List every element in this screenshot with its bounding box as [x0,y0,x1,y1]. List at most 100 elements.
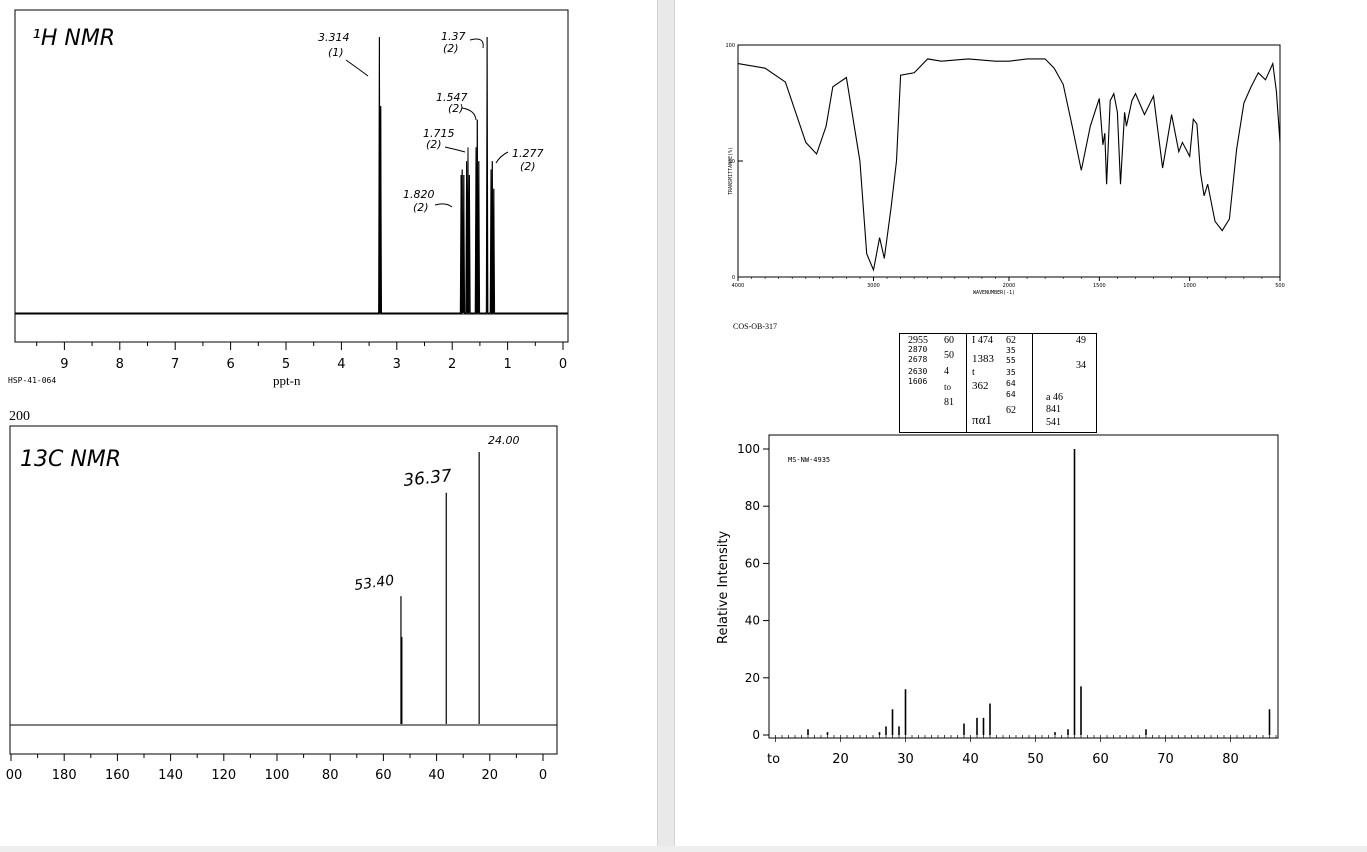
hnmr-trace [15,36,568,314]
ms-x-tick-label: 20 [832,752,849,767]
hnmr-annotations: 3.314 (1) 1.37 (2) 1.547 (2) 1.715 (2) 1… [318,30,544,214]
hnmr-xlabel: ppt-n [273,373,301,388]
ms-table-cell: 1383 [972,353,994,365]
ir-x-tick-label: 1000 [1183,283,1196,289]
hnmr-tick-label: 0 [559,357,567,372]
ms-x-tick-label: 70 [1157,752,1174,767]
ir-x-tick-label: 1500 [1093,283,1106,289]
ms-table-cell: πα1 [972,412,992,427]
hnmr-tick-label: 9 [60,357,68,372]
ms-table-cell: 34 [1076,360,1086,371]
ms-table-cell: 2955 [908,335,928,346]
hnmr-annot-shift: 1.820 [403,188,435,201]
ir-y-tick-label: 0 [732,275,735,281]
ms-y-tick-label: 0 [752,728,760,742]
cnmr-frame [9,425,558,755]
cnmr-tick-label: 0 [539,768,547,783]
hnmr-annot-arrow [444,146,466,153]
mass-spectrum: 100 80 60 40 20 0 to 20 30 40 50 60 70 80 MS-NW-4935… [716,434,1279,767]
hnmr-title: ¹H NMR [32,26,115,51]
ms-x-ticks: to 20 30 40 50 60 70 80 [767,735,1277,767]
ms-ylabel-text: Relative Intensity [716,531,731,644]
cnmr-tick-label: 80 [322,768,339,783]
hnmr-annot-arrow [495,151,509,164]
ms-table-cell: to [944,382,952,392]
cnmr-x-ticks: 00 180 160 140 120 100 80 60 40 20 0 [6,753,557,783]
ms-y-tick-label: 80 [745,499,760,513]
ir-x-tick-label: 3000 [867,283,880,289]
hnmr-annot-shift: 1.277 [512,147,544,160]
ir-x-tick-label: 500 [1275,283,1285,289]
hnmr-annot-mult: (2) [448,102,464,115]
ms-x-tick-label: to [767,752,780,767]
ms-table-cell: 35 [1006,346,1016,355]
ir-frame [737,44,1281,278]
hnmr-tick-label: 3 [393,357,401,372]
hnmr-annot-shift: 1.37 [441,30,466,43]
ir-ylabel: TRANSMITTANCE(%) [728,147,734,195]
cnmr-tick-label: 140 [158,768,183,783]
cnmr-peak-label: 53.40 [353,573,395,594]
ms-peak-table: 2955 2870 2678 2630 1606 60 50 4 to 81 I… [899,333,1097,433]
ms-table-cell: 2678 [908,355,928,364]
ms-table-cell: 62 [1006,405,1016,416]
hnmr-annot-mult: (1) [328,46,344,59]
ir-x-tick-label: 4000 [732,283,745,289]
cnmr-tick-label: 160 [105,768,130,783]
page-gutter [657,0,675,852]
hnmr-tick-label: 6 [226,357,234,372]
hnmr-annot-shift: 3.314 [318,31,350,44]
ms-table-cell: 841 [1046,404,1061,415]
hnmr-sample-code: HSP-41-064 [8,376,56,385]
ms-table-col: 2955 2870 2678 2630 1606 60 50 4 to 81 [900,334,967,432]
hnmr-tick-label: 2 [448,357,456,372]
hnmr-annot-mult: (2) [443,42,459,55]
hnmr-spectrum: ¹H NMR 9 8 7 6 5 4 3 2 1 0 3.314 (1) 1.37 (2) 1.5… [8,9,569,388]
cnmr-top-label: 200 [9,409,30,424]
hnmr-annot-shift: 1.547 [436,91,468,104]
ir-y-tick-label: 100 [725,43,735,49]
ir-y-tick-label: 50 [729,159,735,165]
cnmr-peaks [400,452,480,724]
ms-x-tick-label: 80 [1222,752,1239,767]
ms-table-cell: 2630 [908,367,928,376]
ir-trace [737,58,1281,272]
ms-table-cell: 49 [1076,335,1086,346]
cnmr-tick-label: 120 [211,768,236,783]
ms-table-cell: 541 [1046,417,1061,428]
cnmr-title: 13C NMR [20,447,121,472]
ms-table-cell: 2870 [908,345,928,354]
ir-xlabel: WAVENUMBER(-1) [973,290,1015,296]
cnmr-tick-label: 60 [375,768,392,783]
ms-table-cell: a 46 [1046,392,1063,403]
hnmr-annot-mult: (2) [413,201,429,214]
ms-x-tick-label: 30 [897,752,914,767]
ms-table-cell: I 474 [972,335,993,346]
ms-code: MS-NW-4935 [788,456,830,464]
hnmr-tick-label: 4 [337,357,345,372]
cnmr-peak-label: 36.37 [402,466,453,491]
hnmr-frame [14,9,569,343]
ms-table-col: I 474 1383 t 362 πα1 62 35 55 35 64 64 6… [966,334,1033,432]
ms-y-ticks: 100 80 60 40 20 0 [737,442,769,742]
ms-table-cell: 62 [1006,335,1016,346]
ms-table-cell: 81 [944,397,954,408]
ms-table-cell: 50 [944,350,954,361]
cnmr-tick-label: 00 [6,768,23,783]
hnmr-annot-arrow [345,59,369,77]
hnmr-annot-arrow [469,38,484,49]
ms-y-tick-label: 100 [737,442,760,456]
ms-bars [807,449,1271,735]
hnmr-tick-label: 5 [282,357,290,372]
ms-table-cell: t [972,367,975,378]
hnmr-annot-shift: 1.715 [423,127,455,140]
bottom-strip [0,846,1367,852]
hnmr-annot-mult: (2) [520,160,536,173]
left-page: ¹H NMR 9 8 7 6 5 4 3 2 1 0 3.314 (1) 1.37 (2) 1.5… [0,0,657,846]
ms-x-tick-label: 50 [1027,752,1044,767]
cnmr-tick-label: 180 [52,768,77,783]
hnmr-annot-arrow [461,107,477,121]
ms-x-tick-label: 40 [962,752,979,767]
